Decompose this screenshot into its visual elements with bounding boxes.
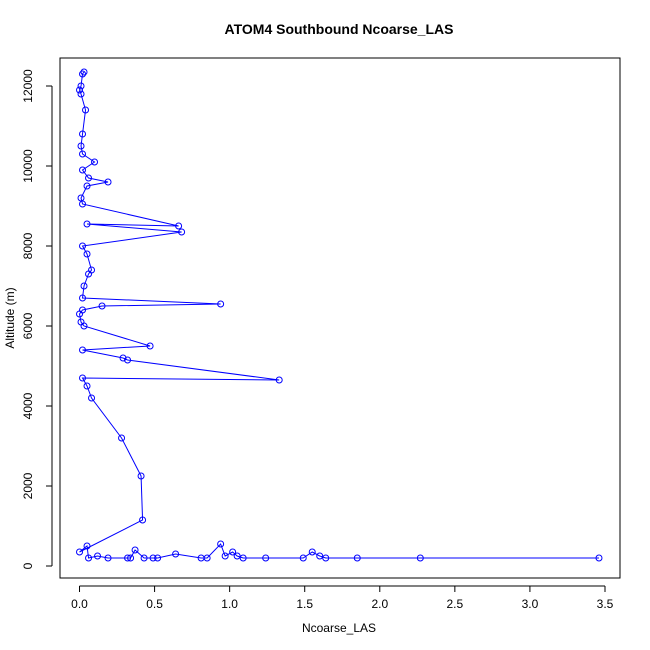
y-tick-label: 4000 (21, 392, 35, 419)
y-tick-label: 2000 (21, 472, 35, 499)
x-tick-label: 2.0 (371, 597, 388, 611)
x-axis-label: Ncoarse_LAS (302, 621, 376, 635)
x-tick-label: 3.5 (597, 597, 614, 611)
y-tick-label: 12000 (21, 69, 35, 103)
y-tick-label: 10000 (21, 149, 35, 183)
y-tick-label: 6000 (21, 312, 35, 339)
x-tick-label: 0.0 (71, 597, 88, 611)
x-tick-label: 3.0 (522, 597, 539, 611)
x-tick-label: 1.5 (296, 597, 313, 611)
x-tick-label: 0.5 (146, 597, 163, 611)
chart-title: ATOM4 Southbound Ncoarse_LAS (225, 21, 454, 37)
y-tick-label: 0 (21, 562, 35, 569)
y-axis-label: Altitude (m) (3, 287, 17, 348)
y-tick-label: 8000 (21, 232, 35, 259)
x-tick-label: 1.0 (221, 597, 238, 611)
x-tick-label: 2.5 (447, 597, 464, 611)
